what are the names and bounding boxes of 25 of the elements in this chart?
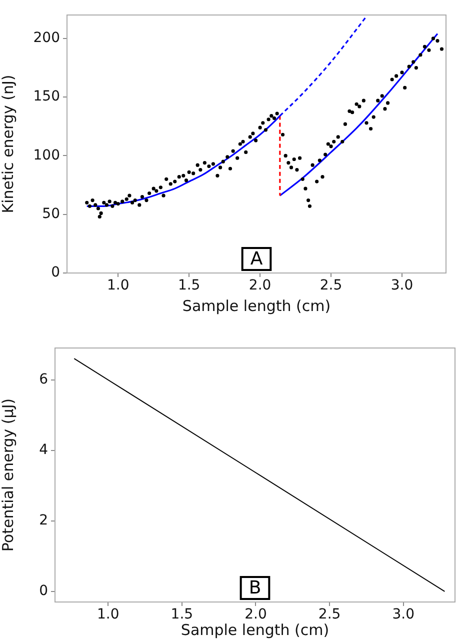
y-tick-label: 4: [39, 442, 48, 458]
x-tick-label: 2.0: [248, 278, 272, 294]
x-tick-label: 2.5: [318, 606, 341, 623]
y-axis-title: Potential energy (µJ): [0, 398, 17, 552]
annotation: A: [250, 248, 264, 270]
x-tick-label: 1.5: [170, 606, 194, 623]
y-tick-label: 150: [33, 88, 60, 105]
y-tick-label: 200: [33, 30, 60, 46]
x-tick-label: 2.5: [320, 278, 342, 294]
x-tick-label: 3.0: [390, 278, 414, 294]
y-tick-label: 0: [51, 264, 60, 281]
x-tick-label: 3.0: [392, 606, 414, 623]
x-axis-title: Sample length (cm): [180, 620, 330, 639]
y-tick-label: 100: [33, 147, 60, 164]
y-tick-label: 6: [39, 371, 48, 388]
x-tick-label: 1.5: [178, 278, 200, 294]
x-tick-label: 2.0: [244, 606, 267, 623]
y-tick-label: 2: [39, 512, 48, 528]
annotation: B: [248, 578, 262, 599]
x-axis-title: Sample length (cm): [182, 296, 331, 315]
x-tick-label: 1.0: [97, 606, 120, 623]
y-axis-title: Kinetic energy (nJ): [0, 74, 17, 214]
y-tick-label: 50: [42, 206, 60, 222]
x-tick-label: 1.0: [106, 278, 130, 294]
y-tick-label: 0: [39, 583, 48, 600]
